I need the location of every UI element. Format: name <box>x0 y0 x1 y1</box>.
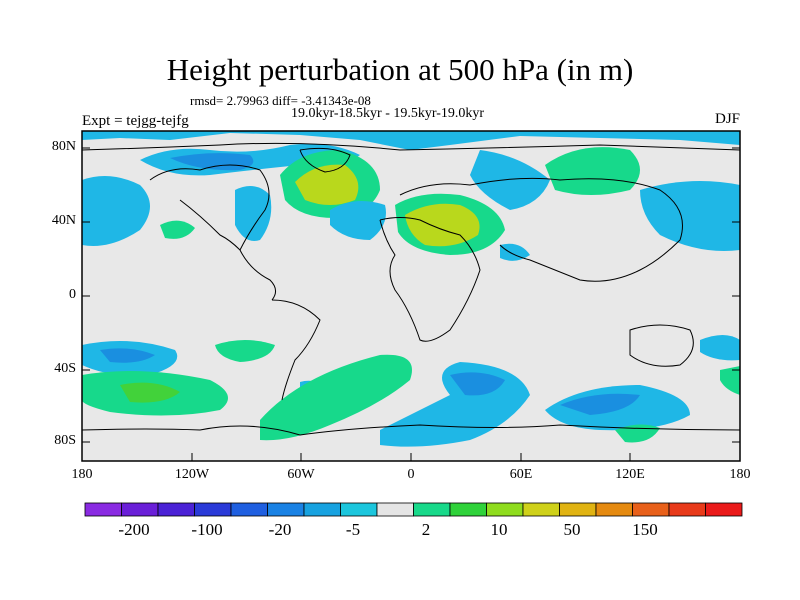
colorbar-swatch <box>668 502 706 517</box>
na-west-coast <box>179 199 241 251</box>
colorbar-swatch <box>340 502 378 517</box>
colorbar-label: -200 <box>118 520 150 539</box>
colorbar-swatch <box>449 502 487 517</box>
midatlantic-blue <box>330 201 386 240</box>
colorbar-label: -20 <box>268 520 292 539</box>
sh-indian-darkblue <box>450 372 505 396</box>
russia-blue <box>470 150 550 210</box>
colorbar-label: 50 <box>563 520 581 539</box>
sh-southpac-darkblue <box>560 393 640 415</box>
lat-tick-80s: 80S <box>54 433 76 448</box>
lat-tick-80n: 80N <box>51 139 76 154</box>
colorbar-swatch <box>267 502 305 517</box>
colorbar-swatch <box>522 502 560 517</box>
canada-darkblue <box>170 153 254 171</box>
siberia-green <box>545 147 640 195</box>
colorbar-swatch <box>486 502 524 517</box>
sh-americas-green <box>215 340 275 362</box>
colorbar-label: 10 <box>490 520 508 539</box>
arctic-anomaly <box>82 131 740 150</box>
south-america-coast <box>271 299 321 401</box>
lon-tick-60w: 60W <box>287 467 315 482</box>
colorbar <box>84 502 743 517</box>
lat-tick-0: 0 <box>69 287 76 302</box>
nw-pacific-green <box>160 220 195 239</box>
axis-ticks <box>82 147 740 461</box>
africa-coast <box>379 217 481 342</box>
season-label: DJF <box>714 111 740 127</box>
colorbar-swatch <box>230 502 268 517</box>
atlantic-yellow <box>295 164 359 205</box>
colorbar-swatch <box>121 502 159 517</box>
colorbar-swatch <box>705 502 743 517</box>
lon-tick-0: 0 <box>407 467 415 482</box>
india-blue <box>500 243 530 261</box>
colorbar-swatch <box>303 502 341 517</box>
lon-tick-180w: 180 <box>71 467 93 482</box>
australia-coast <box>629 324 694 367</box>
asia-blue <box>640 181 740 251</box>
colorbar-swatch <box>595 502 633 517</box>
map-title: Height perturbation at 500 hPa (in m) <box>166 52 634 87</box>
colorbar-swatch <box>376 502 414 517</box>
lon-tick-120w: 120W <box>174 467 210 482</box>
colorbar-label: 2 <box>421 520 431 539</box>
antarctica-coast <box>82 424 740 436</box>
colorbar-swatch <box>559 502 597 517</box>
sh-edge-green <box>720 366 740 395</box>
lon-tick-180e: 180 <box>729 467 751 482</box>
coastlines <box>82 142 740 436</box>
period-label: 19.0kyr-18.5kyr - 19.5kyr-19.0kyr <box>291 106 485 121</box>
colorbar-swatch <box>632 502 670 517</box>
sh-pacific-darkblue <box>100 348 155 363</box>
map-fields <box>82 131 740 461</box>
colorbar-swatch <box>157 502 195 517</box>
sh-atlantic-green <box>260 354 412 441</box>
arctic-coast <box>82 142 740 151</box>
sh-pacific-darkgreen <box>120 382 180 403</box>
lon-tick-120e: 120E <box>615 467 645 482</box>
colorbar-label: -5 <box>345 520 361 539</box>
us-blue <box>235 186 272 241</box>
pacific-blue <box>82 176 150 246</box>
lat-tick-40s: 40S <box>54 361 76 376</box>
sh-east-blue <box>700 335 740 361</box>
colorbar-swatch <box>413 502 451 517</box>
colorbar-swatch <box>84 502 122 517</box>
rmsd-stat: rmsd= 2.79963 diff= -3.41343e-08 <box>190 93 371 108</box>
greenland-coast <box>299 147 351 173</box>
eurasia-coast <box>399 177 683 282</box>
colorbar-swatch <box>194 502 232 517</box>
lat-tick-40n: 40N <box>51 213 76 228</box>
lon-tick-60e: 60E <box>509 467 533 482</box>
colorbar-label: 150 <box>632 520 658 539</box>
experiment-label: Expt = tejgg-tejfg <box>82 113 189 129</box>
north-america-coast <box>149 164 276 301</box>
colorbar-label: -100 <box>191 520 223 539</box>
